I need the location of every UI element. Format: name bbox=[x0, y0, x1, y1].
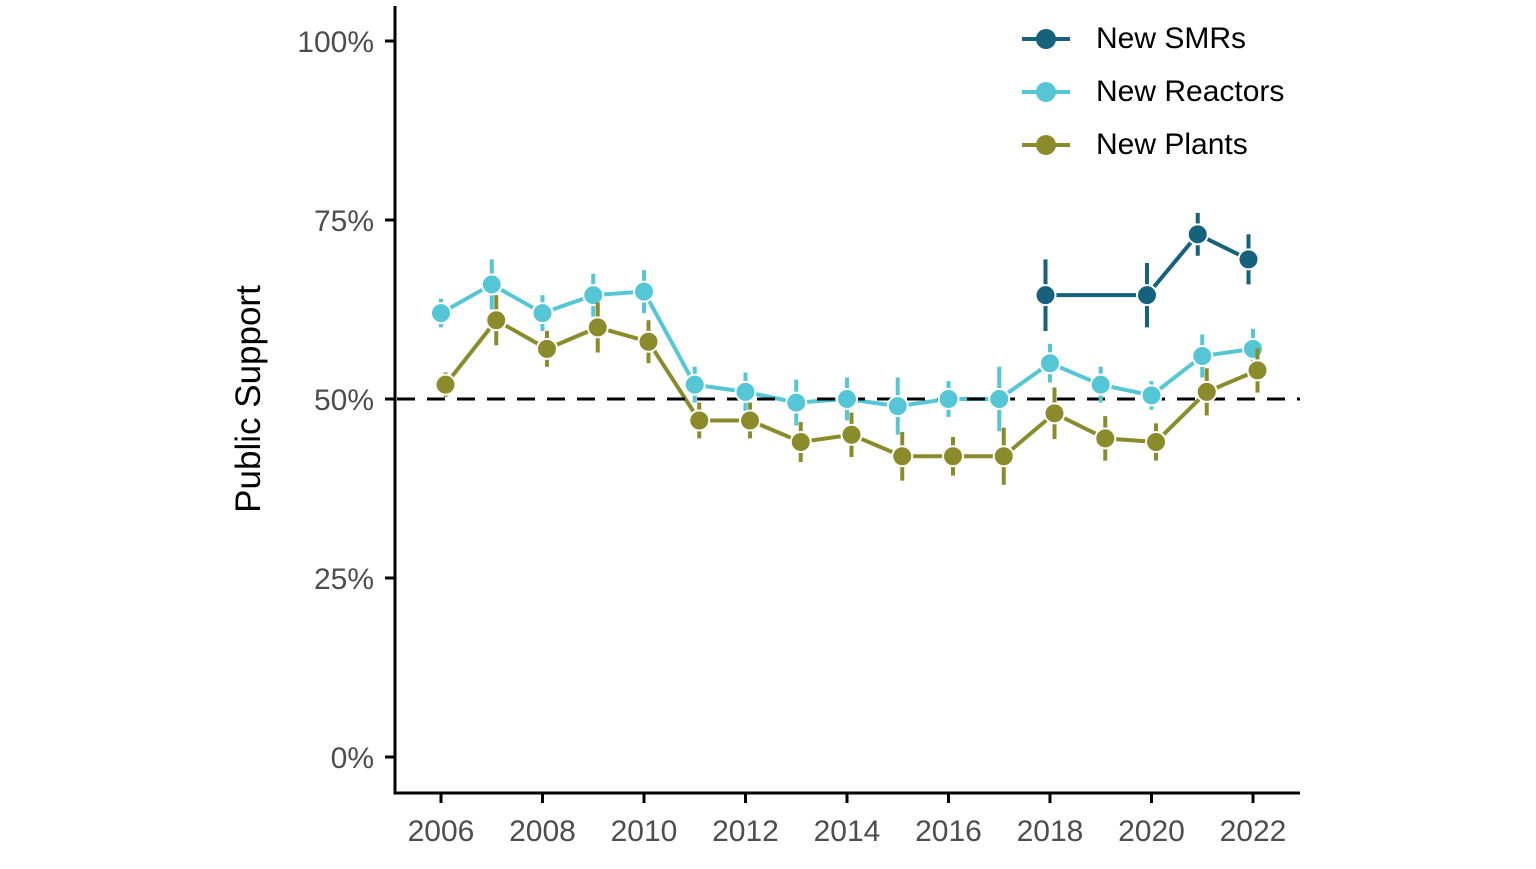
x-tick-label: 2006 bbox=[408, 815, 475, 848]
y-axis-title: Public Support bbox=[229, 285, 268, 513]
legend-label-new-smrs: New SMRs bbox=[1096, 22, 1247, 55]
data-point-new-plants-2017 bbox=[992, 445, 1015, 468]
legend-label-new-plants: New Plants bbox=[1096, 128, 1248, 161]
x-tick-label: 2008 bbox=[509, 815, 576, 848]
data-point-new-plants-2009 bbox=[586, 316, 609, 339]
x-tick-label: 2022 bbox=[1220, 815, 1287, 848]
x-tick-label: 2010 bbox=[611, 815, 678, 848]
x-tick-label: 2018 bbox=[1017, 815, 1084, 848]
data-point-new-plants-2020 bbox=[1145, 430, 1167, 453]
x-tick-label: 2020 bbox=[1118, 815, 1185, 848]
data-point-new-plants-2015 bbox=[891, 445, 914, 468]
data-point-new-plants-2006 bbox=[434, 373, 457, 396]
data-point-new-reactors-2011 bbox=[683, 373, 706, 396]
data-point-new-reactors-2015 bbox=[886, 395, 909, 418]
data-point-new-plants-2019 bbox=[1094, 427, 1117, 450]
data-point-new-reactors-2019 bbox=[1089, 373, 1112, 396]
data-point-new-reactors-2006 bbox=[430, 302, 452, 325]
data-point-new-reactors-2018 bbox=[1039, 352, 1061, 375]
data-point-new-plants-2008 bbox=[536, 337, 558, 360]
data-point-new-reactors-2010 bbox=[633, 280, 655, 303]
data-point-new-reactors-2014 bbox=[836, 388, 858, 410]
data-point-new-reactors-2007 bbox=[480, 273, 503, 296]
legend-item-new-smrs: New SMRs bbox=[1020, 21, 1284, 57]
legend-item-new-reactors: New Reactors bbox=[1020, 74, 1284, 110]
legend-marker-new-smrs-icon bbox=[1022, 29, 1070, 49]
data-point-new-plants-2022 bbox=[1246, 359, 1269, 382]
data-point-new-plants-2018 bbox=[1043, 402, 1066, 425]
data-point-new-plants-2014 bbox=[840, 423, 863, 446]
data-point-new-plants-2011 bbox=[688, 409, 711, 432]
legend-marker-new-reactors-icon bbox=[1022, 82, 1070, 102]
data-point-new-reactors-2009 bbox=[582, 284, 605, 307]
y-tick-label: 50% bbox=[314, 384, 374, 417]
y-tick-label: 0% bbox=[331, 742, 374, 775]
data-point-new-reactors-2020 bbox=[1140, 384, 1163, 407]
data-point-new-plants-2013 bbox=[789, 430, 812, 453]
data-point-new-reactors-2022 bbox=[1242, 337, 1264, 360]
x-tick-label: 2012 bbox=[712, 815, 779, 848]
legend: New SMRs New Reactors New Plants bbox=[1020, 21, 1284, 163]
data-point-new-reactors-2013 bbox=[785, 391, 808, 414]
data-point-new-reactors-2016 bbox=[937, 388, 960, 410]
data-point-new-reactors-2017 bbox=[988, 388, 1011, 410]
data-point-new-reactors-2021 bbox=[1191, 345, 1214, 368]
y-tick-label: 75% bbox=[314, 205, 374, 238]
legend-marker-new-plants-icon bbox=[1022, 135, 1070, 155]
x-tick-label: 2014 bbox=[814, 815, 881, 848]
data-point-new-plants-2012 bbox=[739, 409, 761, 432]
series-line-new-smrs bbox=[1045, 231, 1250, 298]
x-tick-label: 2016 bbox=[915, 815, 982, 848]
data-point-new-plants-2021 bbox=[1195, 380, 1218, 403]
legend-item-new-plants: New Plants bbox=[1020, 127, 1284, 163]
y-tick-label: 100% bbox=[297, 26, 374, 59]
y-tick-label: 25% bbox=[314, 563, 374, 596]
data-point-new-smrs-2021 bbox=[1186, 223, 1209, 246]
data-point-new-reactors-2008 bbox=[531, 302, 554, 325]
data-point-new-plants-2016 bbox=[942, 445, 964, 468]
data-point-new-smrs-2022 bbox=[1237, 248, 1260, 271]
legend-label-new-reactors: New Reactors bbox=[1096, 75, 1285, 108]
data-point-new-smrs-2018 bbox=[1034, 284, 1057, 307]
data-point-new-plants-2010 bbox=[637, 330, 660, 353]
data-point-new-smrs-2020 bbox=[1136, 284, 1158, 307]
data-point-new-plants-2007 bbox=[485, 309, 508, 332]
data-point-new-reactors-2012 bbox=[734, 380, 757, 403]
